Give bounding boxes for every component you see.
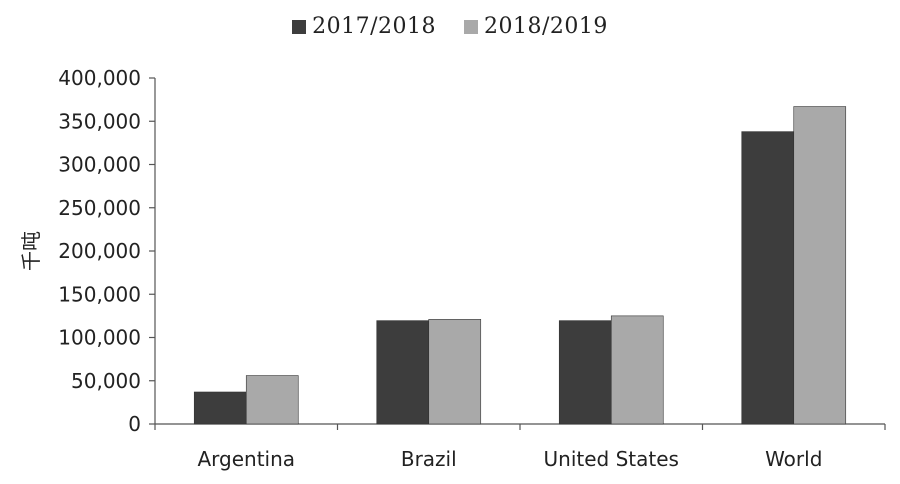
- y-tick-label: 300,000: [58, 153, 141, 177]
- legend-item-2018-2019: 2018/2019: [464, 14, 608, 39]
- legend-label-2017-2018: 2017/2018: [312, 14, 436, 39]
- x-tick-label: United States: [544, 447, 679, 471]
- y-tick-label: 400,000: [58, 66, 141, 90]
- bar-2018-2019-argentina: [245, 375, 299, 425]
- bar-2017-2018-united-states: [558, 320, 612, 425]
- x-tick-label: Brazil: [401, 447, 457, 471]
- legend-swatch-2018-2019: [464, 19, 478, 34]
- x-tick-label: Argentina: [197, 447, 295, 471]
- y-tick-label: 50,000: [71, 369, 141, 393]
- bar-2017-2018-brazil: [376, 320, 430, 425]
- y-tick-label: 150,000: [58, 282, 141, 306]
- legend-swatch-2017-2018: [292, 19, 307, 34]
- bar-2018-2019-brazil: [428, 319, 482, 425]
- y-axis-label: 千吨: [19, 231, 43, 271]
- bar-2017-2018-argentina: [193, 391, 247, 425]
- legend-item-2017-2018: 2017/2018: [292, 14, 436, 39]
- y-tick-label: 350,000: [58, 109, 141, 133]
- bar-2018-2019-united-states: [610, 315, 664, 425]
- bar-2018-2019-world: [793, 106, 847, 425]
- y-tick-label: 200,000: [58, 239, 141, 263]
- legend-label-2018-2019: 2018/2019: [484, 14, 608, 39]
- y-tick-label: 250,000: [58, 196, 141, 220]
- y-tick-label: 100,000: [58, 326, 141, 350]
- legend: 2017/2018 2018/2019: [0, 14, 900, 39]
- y-tick-label: 0: [128, 412, 141, 436]
- bar-2017-2018-world: [741, 131, 795, 425]
- x-tick-label: World: [765, 447, 822, 471]
